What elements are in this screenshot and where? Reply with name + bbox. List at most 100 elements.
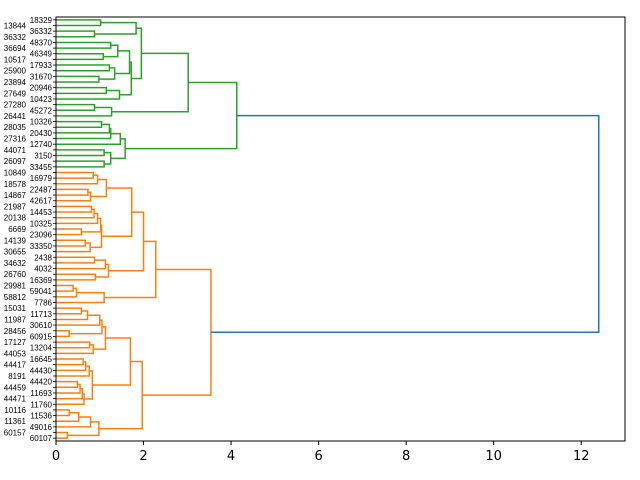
x-tick-label: 4 xyxy=(227,449,235,464)
leaf-label: 27649 xyxy=(4,89,27,98)
leaf-label: 44071 xyxy=(4,146,27,155)
dendrogram-link xyxy=(110,138,126,160)
x-tick-label: 6 xyxy=(314,449,322,464)
leaf-label: 28035 xyxy=(4,123,27,132)
leaf-label: 45272 xyxy=(30,106,53,115)
leaf-label: 11760 xyxy=(30,400,52,409)
dendrogram-link xyxy=(90,178,108,198)
dendrogram-link xyxy=(56,89,121,100)
leaf-label: 31670 xyxy=(30,72,53,81)
leaf-label: 20430 xyxy=(30,129,53,138)
x-tick-label: 12 xyxy=(573,449,590,464)
leaf-label: 11713 xyxy=(30,310,52,319)
leaf-label: 60107 xyxy=(30,434,53,443)
leaf-label: 11987 xyxy=(4,315,26,324)
leaf-label: 33350 xyxy=(30,242,53,251)
leaf-label: 3150 xyxy=(34,152,52,161)
x-tick-label: 0 xyxy=(52,449,60,464)
dendrogram-link xyxy=(98,67,116,80)
leaf-label: 26097 xyxy=(4,157,27,166)
leaf-label: 23894 xyxy=(4,78,27,87)
dendrogram-link xyxy=(131,27,143,80)
leaf-label: 10326 xyxy=(30,118,53,127)
leaf-label: 29981 xyxy=(4,282,27,291)
dendrogram-link xyxy=(56,103,96,112)
leaf-label: 60915 xyxy=(30,332,53,341)
dendrogram-link xyxy=(56,392,85,406)
dendrogram-link xyxy=(56,149,105,157)
leaf-label: 30655 xyxy=(4,248,27,257)
dendrogram-link xyxy=(56,174,99,185)
leaf-label: 44430 xyxy=(30,366,53,375)
leaf-label: 36332 xyxy=(30,27,53,36)
dendrogram-link xyxy=(56,365,91,377)
leaf-labels: 1832913844363323633248370366944634910517… xyxy=(4,16,56,443)
dendrogram-link xyxy=(67,421,100,437)
dendrogram-link xyxy=(56,259,107,270)
leaf-label: 13844 xyxy=(4,21,27,30)
dendrogram-link xyxy=(56,171,94,179)
dendrogram-link xyxy=(56,188,89,196)
leaf-label: 10849 xyxy=(4,168,27,177)
leaf-label: 30610 xyxy=(30,321,53,330)
leaf-label: 26760 xyxy=(4,270,27,279)
leaf-label: 16645 xyxy=(30,355,53,364)
leaf-label: 44459 xyxy=(4,383,27,392)
leaf-label: 60157 xyxy=(4,429,27,438)
leaf-label: 12740 xyxy=(30,140,53,149)
leaf-label: 21987 xyxy=(4,202,27,211)
dendrogram-link xyxy=(56,310,89,321)
dendrogram-link xyxy=(210,114,600,334)
dendrogram-link xyxy=(56,380,79,389)
dendrogram-link xyxy=(104,151,112,165)
leaf-label: 11536 xyxy=(30,412,52,421)
leaf-label: 13204 xyxy=(30,344,53,353)
plot-frame xyxy=(55,16,626,442)
leaf-label: 14867 xyxy=(4,191,27,200)
dendrogram-link xyxy=(56,228,83,236)
dendrogram-link xyxy=(114,50,131,75)
dendrogram-link xyxy=(56,64,111,72)
dendrogram-link xyxy=(142,268,212,396)
leaf-label: 14453 xyxy=(30,208,53,217)
dendrogram-link xyxy=(56,431,69,439)
dendrogram-link xyxy=(95,263,110,278)
dendrogram-link xyxy=(56,361,87,372)
dendrogram-link xyxy=(56,273,97,281)
dendrogram-link xyxy=(56,387,84,400)
x-tick-label: 2 xyxy=(139,449,147,464)
dendrogram-link xyxy=(104,240,157,299)
dendrogram-link xyxy=(56,256,96,264)
leaf-label: 27316 xyxy=(4,135,27,144)
x-tick-label: 8 xyxy=(402,449,410,464)
dendrogram-link xyxy=(69,319,103,335)
leaf-label: 10325 xyxy=(30,219,53,228)
dendrogram-link xyxy=(56,287,78,298)
leaf-label: 10116 xyxy=(4,406,26,415)
dendrogram-link xyxy=(98,360,143,430)
leaf-label: 17127 xyxy=(4,338,27,347)
leaf-label: 36694 xyxy=(4,44,27,53)
leaf-label: 28456 xyxy=(4,327,27,336)
leaf-label: 16979 xyxy=(30,174,53,183)
leaf-label: 7786 xyxy=(34,298,52,307)
dendrogram-link xyxy=(108,211,145,272)
leaf-label: 23096 xyxy=(30,231,53,240)
leaf-label: 15031 xyxy=(4,304,27,313)
dendrogram-link xyxy=(56,30,96,38)
dendrogram-link xyxy=(56,75,100,83)
leaf-label: 44053 xyxy=(4,349,27,358)
dendrogram-link xyxy=(56,284,74,292)
leaf-label: 20138 xyxy=(4,214,27,223)
dendrogram-link xyxy=(56,205,93,213)
leaf-label: 2438 xyxy=(34,253,52,262)
dendrogram-link xyxy=(56,358,84,366)
dendrogram-link xyxy=(56,191,92,202)
leaf-label: 8191 xyxy=(8,372,26,381)
x-axis: 0 2 4 6 8 10 12 xyxy=(52,441,590,464)
leaf-label: 34632 xyxy=(4,259,27,268)
leaf-label: 44471 xyxy=(4,395,27,404)
dendrogram-link xyxy=(56,344,94,355)
dendrogram-link xyxy=(111,52,189,113)
dendrogram-link xyxy=(56,239,87,247)
